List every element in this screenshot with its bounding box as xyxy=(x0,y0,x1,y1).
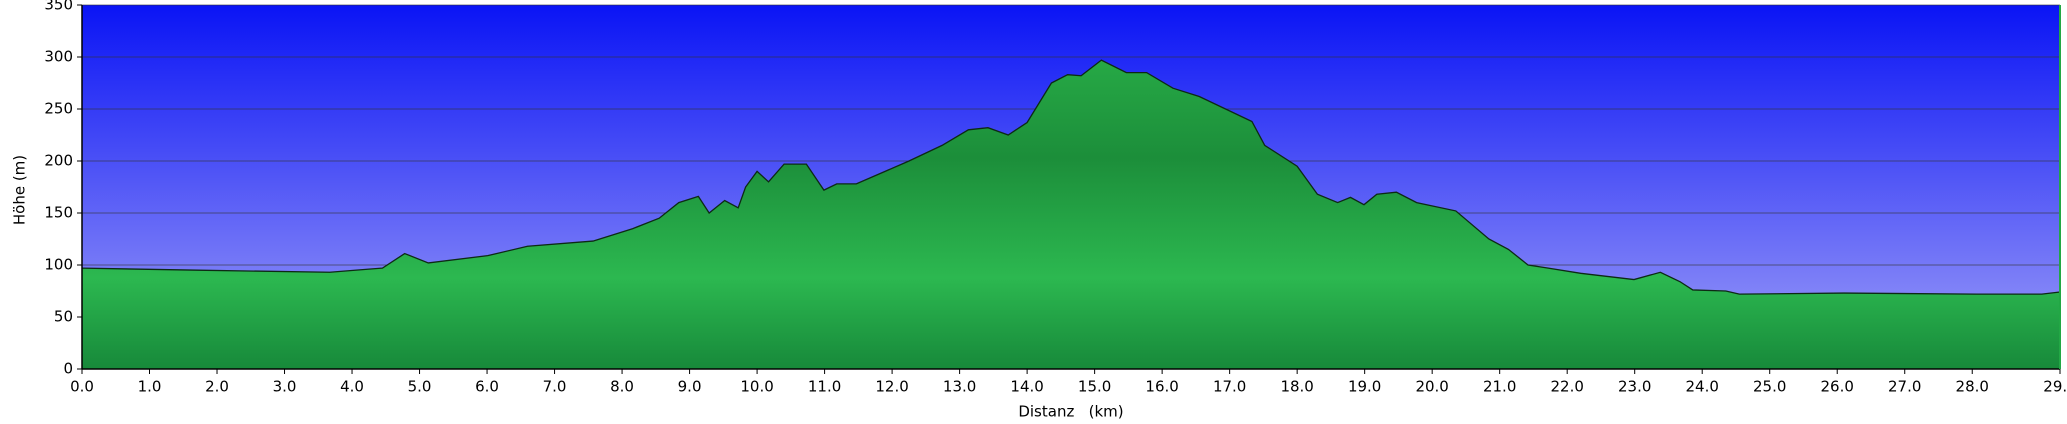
y-tick-label: 350 xyxy=(44,0,73,14)
elevation-line xyxy=(81,59,2061,295)
x-tick-label: 24.0 xyxy=(1686,378,1719,396)
y-tick-label: 100 xyxy=(44,256,73,274)
x-tick-label: 4.0 xyxy=(340,378,364,396)
y-tick-label: 200 xyxy=(44,152,73,170)
x-tick-label: 25.0 xyxy=(1753,378,1786,396)
x-tick-label: 5.0 xyxy=(408,378,432,396)
x-tick-label: 29.3 xyxy=(2043,378,2067,396)
x-tick-label: 6.0 xyxy=(475,378,499,396)
x-tick-label: 1.0 xyxy=(138,378,162,396)
x-tick-label: 18.0 xyxy=(1280,378,1313,396)
x-tick-label: 7.0 xyxy=(543,378,567,396)
y-tick-label: 300 xyxy=(44,48,73,66)
x-tick-label: 22.0 xyxy=(1550,378,1583,396)
x-axis-label: Distanz (km) xyxy=(1018,403,1123,421)
x-tick-label: 8.0 xyxy=(610,378,634,396)
y-tick-label: 0 xyxy=(63,360,73,378)
y-tick-label: 50 xyxy=(54,308,73,326)
x-tick-label: 3.0 xyxy=(273,378,297,396)
x-tick-label: 27.0 xyxy=(1888,378,1921,396)
x-tick-label: 0.0 xyxy=(70,378,94,396)
y-tick-label: 150 xyxy=(44,204,73,222)
x-tick-label: 20.0 xyxy=(1415,378,1448,396)
x-tick-label: 16.0 xyxy=(1145,378,1178,396)
x-tick-label: 2.0 xyxy=(205,378,229,396)
x-tick-label: 11.0 xyxy=(808,378,841,396)
x-tick-label: 21.0 xyxy=(1483,378,1516,396)
y-axis-label: Höhe (m) xyxy=(11,155,29,225)
x-tick-label: 14.0 xyxy=(1010,378,1043,396)
x-tick-label: 28.0 xyxy=(1956,378,1989,396)
x-tick-label: 10.0 xyxy=(740,378,773,396)
x-tick-label: 26.0 xyxy=(1821,378,1854,396)
x-tick-label: 17.0 xyxy=(1213,378,1246,396)
x-tick-label: 12.0 xyxy=(875,378,908,396)
x-tick-label: 23.0 xyxy=(1618,378,1651,396)
x-tick-label: 15.0 xyxy=(1078,378,1111,396)
x-tick-label: 13.0 xyxy=(943,378,976,396)
elevation-area xyxy=(82,60,2060,370)
x-tick-label: 9.0 xyxy=(678,378,702,396)
x-tick-label: 19.0 xyxy=(1348,378,1381,396)
y-tick-label: 250 xyxy=(44,100,73,118)
